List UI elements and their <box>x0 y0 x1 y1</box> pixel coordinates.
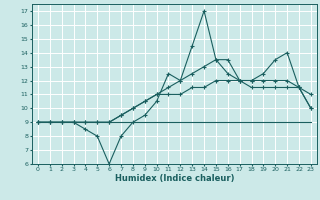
X-axis label: Humidex (Indice chaleur): Humidex (Indice chaleur) <box>115 174 234 183</box>
